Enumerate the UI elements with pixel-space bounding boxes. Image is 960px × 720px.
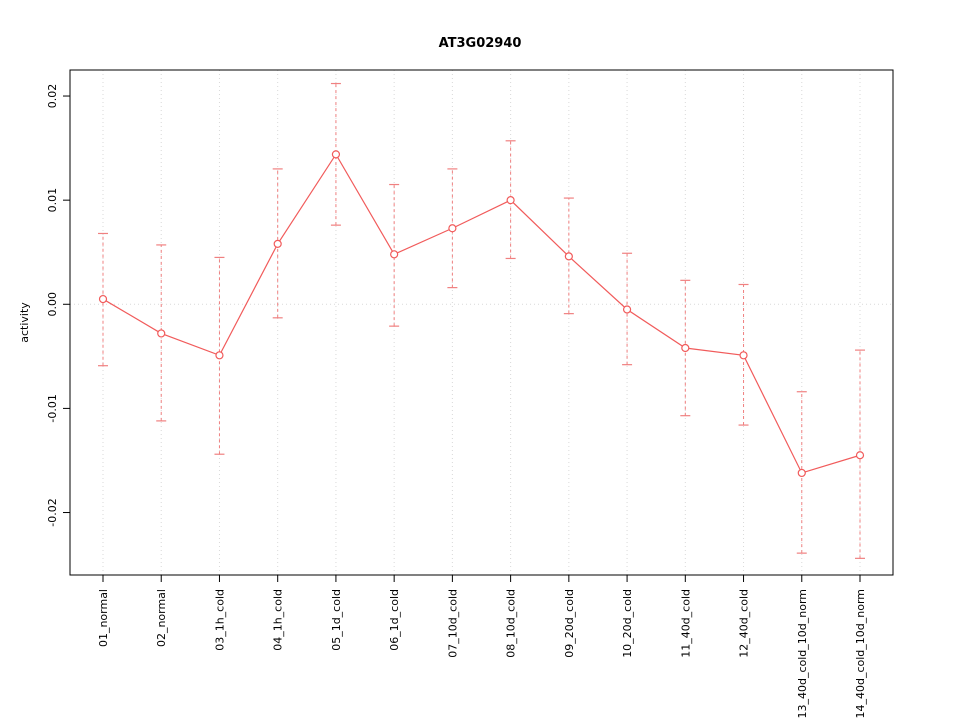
y-tick-label: -0.02 xyxy=(46,498,59,526)
data-point xyxy=(622,305,632,314)
x-tick-label: 06_1d_cold xyxy=(388,589,401,651)
y-tick-label: 0.00 xyxy=(46,292,59,317)
data-point xyxy=(331,150,341,159)
data-point xyxy=(98,294,108,304)
x-tick-label: 09_20d_cold xyxy=(563,589,576,658)
data-point xyxy=(215,351,224,360)
x-tick-label: 12_40d_cold xyxy=(738,589,751,658)
x-tick-label: 05_1d_cold xyxy=(330,589,343,651)
x-tick-label: 08_10d_cold xyxy=(505,589,518,658)
data-point xyxy=(273,239,282,248)
y-tick-label: -0.01 xyxy=(46,394,59,422)
data-point xyxy=(855,451,865,460)
x-tick-label: 07_10d_cold xyxy=(446,589,459,658)
y-tick-label: 0.02 xyxy=(46,84,59,109)
x-tick-label: 01_normal xyxy=(97,589,110,647)
y-tick-label: 0.01 xyxy=(46,188,59,213)
chart-title: AT3G02940 xyxy=(438,36,522,51)
x-tick-label: 04_1h_cold xyxy=(272,589,285,651)
data-point xyxy=(390,250,399,259)
data-point xyxy=(157,329,166,338)
x-tick-label: 03_1h_cold xyxy=(213,589,226,651)
data-point xyxy=(506,196,515,205)
data-point xyxy=(681,343,690,353)
x-tick-label: 10_20d_cold xyxy=(621,589,634,658)
data-point xyxy=(448,224,457,233)
data-point xyxy=(797,468,806,478)
data-point xyxy=(739,351,748,360)
x-tick-label: 14_40d_cold_10d_norm xyxy=(854,589,867,719)
series-line xyxy=(102,153,861,474)
data-point xyxy=(564,252,573,261)
plot-border xyxy=(69,69,894,576)
x-tick-label: 02_normal xyxy=(155,589,168,647)
x-tick-label: 13_40d_cold_10d_norm xyxy=(796,589,809,719)
y-axis-label: activity xyxy=(18,302,31,343)
x-tick-label: 11_40d_cold xyxy=(679,589,692,658)
